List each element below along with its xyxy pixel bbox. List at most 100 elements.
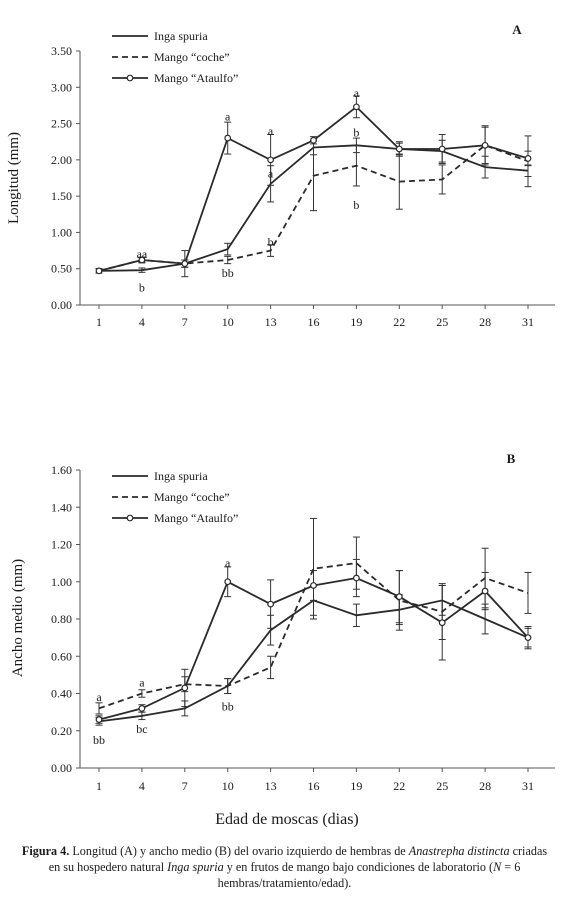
y-tick-label: 3.50 [51, 44, 72, 58]
x-tick-label: 22 [393, 779, 405, 793]
x-tick-label: 7 [182, 779, 188, 793]
significance-letter: a [225, 556, 231, 570]
data-point [224, 134, 232, 142]
series-dashed [95, 126, 532, 278]
caption-prefix: Figura 4. [21, 844, 70, 858]
chart-panel-b: 0.00 0.20 0.40 0.60 0.80 1.00 1.20 1.40 1.60 1 4 7 1… [10, 451, 555, 828]
chart-panel-a: 0.00 0.50 1.00 1.50 2.00 2.50 3.00 3.50 1 4 7 10 13 1… [6, 22, 555, 329]
x-tick-label: 16 [308, 315, 320, 329]
legend: Inga spuria Mango “coche” Mango “Ataulfo” [112, 469, 238, 525]
data-point [267, 600, 275, 608]
caption-n: N [493, 860, 502, 874]
x-tick-label: 13 [265, 315, 277, 329]
legend-label: Mango “coche” [154, 490, 230, 504]
y-tick-label: 1.00 [51, 575, 72, 589]
legend-label: Inga spuria [154, 29, 208, 43]
x-tick-label: 10 [222, 315, 234, 329]
x-axis-label: Edad de moscas (dias) [215, 811, 359, 828]
significance-letter: b [353, 198, 359, 212]
data-point [310, 582, 317, 589]
series-solid-circle [95, 95, 532, 275]
legend-label: Mango “coche” [154, 50, 230, 64]
x-tick-label: 25 [436, 315, 448, 329]
significance-letter: bb [93, 733, 105, 747]
caption-species: Anastrepha distincta [408, 844, 510, 858]
legend-marker [126, 74, 134, 82]
y-tick-label: 0.60 [51, 649, 72, 663]
data-point [267, 156, 275, 164]
significance-letter: a [268, 124, 274, 138]
data-point [181, 260, 189, 268]
data-point [353, 574, 360, 582]
y-tick-label: 0.80 [51, 612, 72, 626]
x-tick-label: 7 [182, 315, 188, 329]
y-tick-label: 0.00 [51, 761, 72, 775]
y-tick-label: 0.20 [51, 724, 72, 738]
data-point [481, 141, 489, 149]
x-tick-label: 19 [350, 779, 362, 793]
significance-letter: bb [222, 266, 234, 280]
caption-text-1: Longitud (A) y ancho medio (B) del ovari… [69, 844, 409, 858]
y-tick-label: 1.60 [51, 463, 72, 477]
data-point [95, 267, 103, 275]
figure-caption: Figura 4. Longitud (A) y ancho medio (B)… [18, 843, 551, 891]
significance-letter: aa [137, 247, 148, 261]
legend-marker [126, 514, 134, 522]
caption-text-4: = 6 hembras/tratamiento/edad). [217, 860, 521, 890]
significance-letter: b [268, 235, 274, 249]
legend-label: Mango “Ataulfo” [154, 511, 238, 525]
y-tick-label: 0.50 [51, 262, 72, 276]
x-tick-label: 1 [96, 779, 102, 793]
y-tick-label: 1.40 [51, 500, 72, 514]
x-tick-label: 31 [522, 779, 534, 793]
caption-host: Inga spuria [167, 860, 224, 874]
x-tick-label: 28 [479, 779, 491, 793]
y-tick-label: 0.40 [51, 687, 72, 701]
x-tick-label: 10 [222, 779, 234, 793]
series-dashed [95, 517, 532, 715]
significance-letter: bc [136, 722, 147, 736]
y-tick-label: 0.00 [51, 298, 72, 312]
x-tick-label: 13 [265, 779, 277, 793]
significance-letter: b [353, 125, 359, 139]
data-point [138, 705, 146, 712]
data-point [395, 593, 403, 601]
data-point [438, 619, 446, 627]
data-point [524, 634, 532, 642]
significance-letter: a [268, 167, 274, 181]
x-tick-label: 1 [96, 315, 102, 329]
data-point [310, 136, 317, 144]
caption-text-3: y en frutos de mango bajo condiciones de… [223, 860, 494, 874]
x-tick-label: 28 [479, 315, 491, 329]
x-tick-label: 4 [139, 315, 145, 329]
data-point [395, 145, 403, 153]
significance-letter: a [354, 86, 360, 100]
x-tick-label: 4 [139, 779, 145, 793]
x-tick-label: 22 [393, 315, 405, 329]
y-tick-label: 3.00 [51, 80, 72, 94]
caption-text-2: criadas en su hospedero natural [48, 844, 548, 874]
data-point [353, 103, 360, 111]
significance-letter: a [139, 675, 145, 689]
y-axis-label: Longitud (mm) [6, 132, 22, 224]
significance-letter: b [139, 281, 145, 295]
significance-letter: a [96, 690, 102, 704]
data-point [224, 578, 232, 586]
legend: Inga spuria Mango “coche” Mango “Ataulfo” [112, 29, 238, 85]
y-tick-label: 1.20 [51, 538, 72, 552]
panel-label: B [507, 451, 516, 466]
data-point [95, 716, 103, 723]
data-point [438, 145, 446, 153]
significance-letter: bb [222, 700, 234, 714]
x-tick-label: 16 [308, 779, 320, 793]
y-tick-label: 1.00 [51, 225, 72, 239]
legend-label: Mango “Ataulfo” [154, 71, 238, 85]
x-tick-label: 19 [350, 315, 362, 329]
x-tick-label: 25 [436, 779, 448, 793]
legend-label: Inga spuria [154, 469, 208, 483]
data-point [181, 684, 189, 692]
y-tick-label: 2.00 [51, 153, 72, 167]
significance-letter: a [225, 109, 231, 123]
series-solid-circle [95, 558, 532, 724]
